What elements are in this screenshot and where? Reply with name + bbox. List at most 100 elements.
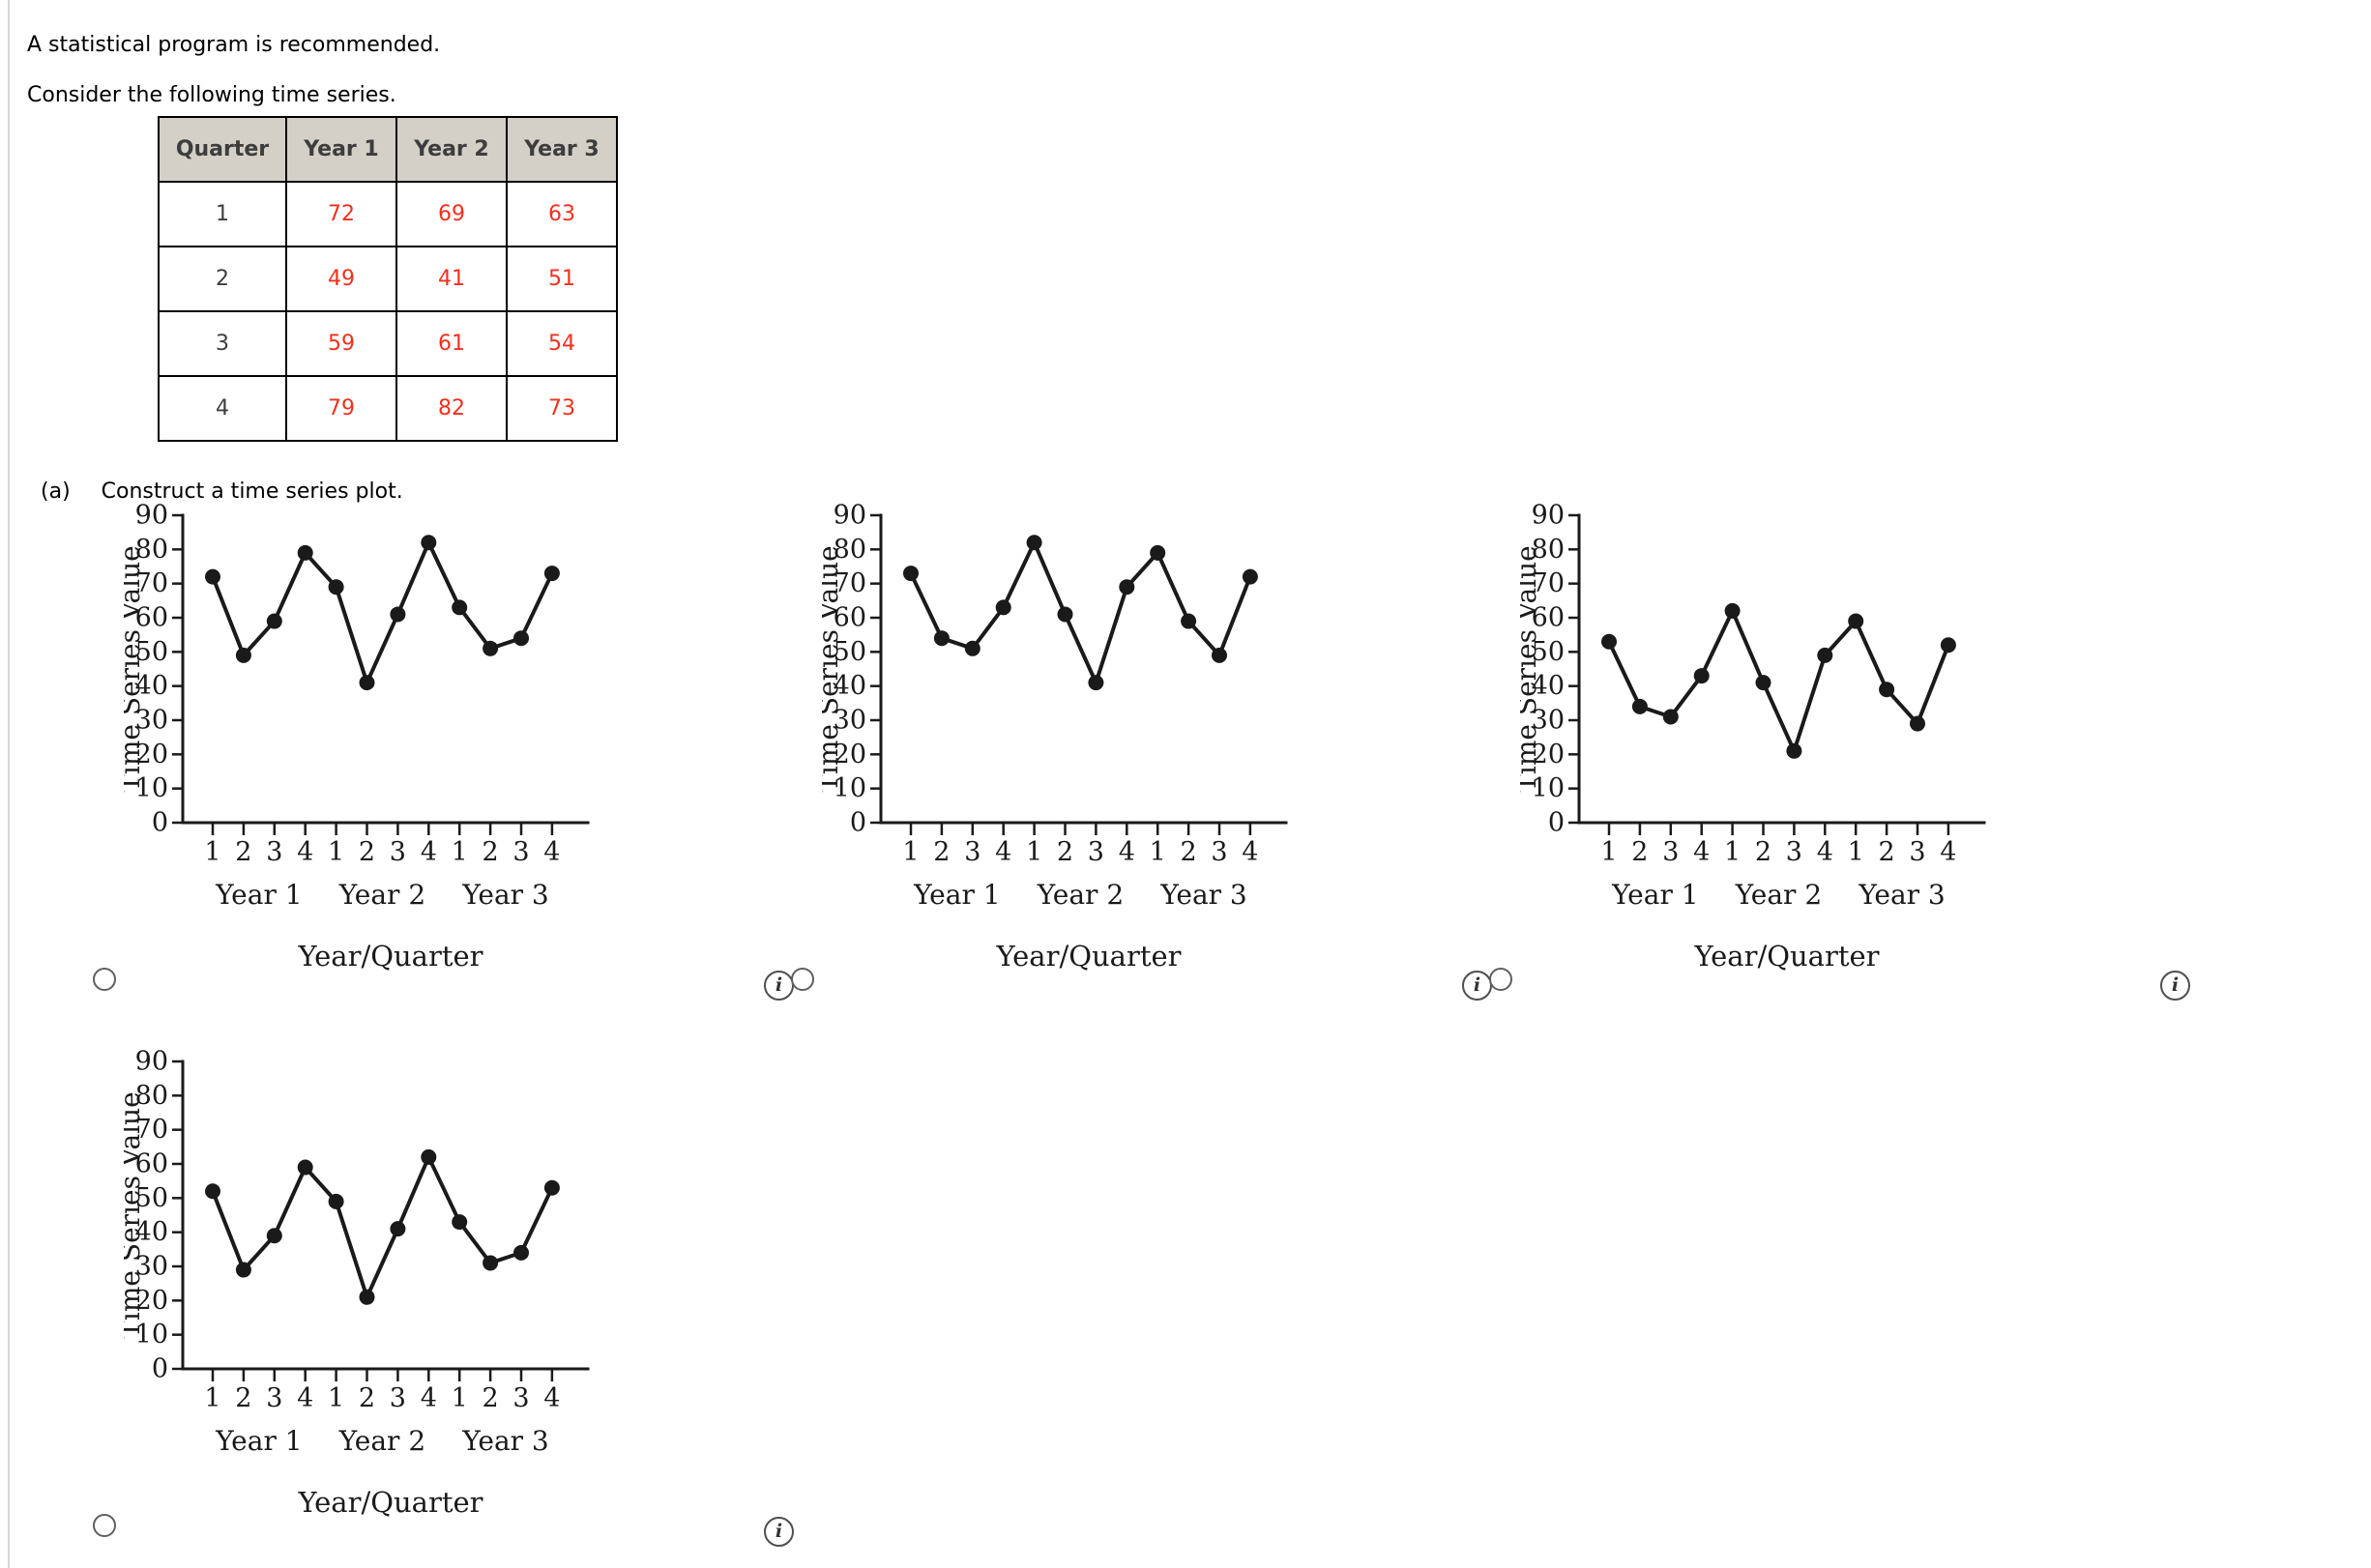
year-group-label: Year 2 xyxy=(338,879,425,911)
year-group-label: Year 3 xyxy=(1858,879,1945,911)
data-point xyxy=(205,568,220,585)
data-point xyxy=(1242,568,1258,585)
x-tick-label: 1 xyxy=(452,1383,468,1413)
data-point xyxy=(266,613,282,629)
x-tick-label: 2 xyxy=(483,1383,499,1413)
data-point xyxy=(297,544,313,561)
radio-option-4[interactable] xyxy=(93,1514,116,1537)
value-cell: 82 xyxy=(395,375,508,442)
data-point xyxy=(903,566,919,582)
y-tick-label: 20 xyxy=(135,1286,168,1316)
value-cell: 51 xyxy=(506,246,618,312)
year-group-label: Year 1 xyxy=(1611,879,1698,911)
x-tick-label: 2 xyxy=(235,1383,251,1413)
value-cell: 61 xyxy=(395,310,508,377)
x-tick-label: 1 xyxy=(1724,837,1741,867)
y-tick-label: 0 xyxy=(152,808,168,838)
value-cell: 59 xyxy=(285,310,397,377)
y-tick-label: 10 xyxy=(135,1320,168,1350)
data-point xyxy=(1724,602,1741,619)
y-tick-label: 60 xyxy=(135,1149,168,1179)
data-point xyxy=(513,1244,529,1261)
radio-option-1[interactable] xyxy=(93,968,116,991)
x-tick-label: 3 xyxy=(512,1383,529,1413)
x-tick-label: 1 xyxy=(204,1383,220,1413)
data-point xyxy=(1631,698,1648,714)
y-tick-label: 50 xyxy=(135,1183,168,1213)
year-group-label: Year 2 xyxy=(1037,879,1124,911)
answer-option-3: Time Series Value 0 10 20 30 40 50 60 70 80 90 1 2 3 4… xyxy=(1489,490,2190,1012)
data-point xyxy=(1848,613,1864,629)
table-header-row: Quarter Year 1 Year 2 Year 3 xyxy=(158,116,618,183)
x-tick-label: 2 xyxy=(1631,837,1648,867)
x-axis-title: Year/Quarter xyxy=(1694,940,1880,973)
data-point xyxy=(483,640,499,656)
value-cell: 41 xyxy=(395,246,508,312)
table-header-cell: Quarter xyxy=(158,116,287,183)
data-point xyxy=(235,1262,251,1278)
y-tick-label: 90 xyxy=(135,501,168,531)
value-cell: 72 xyxy=(285,181,397,247)
data-point xyxy=(1088,675,1104,691)
part-question: Construct a time series plot. xyxy=(101,479,403,504)
data-line xyxy=(1607,608,1950,753)
x-tick-label: 2 xyxy=(1755,837,1771,867)
radio-option-2[interactable] xyxy=(791,968,814,991)
x-tick-label: 1 xyxy=(204,837,220,867)
info-icon-3[interactable]: i xyxy=(2160,971,2190,1001)
table-header-cell: Year 2 xyxy=(395,116,508,183)
data-point xyxy=(297,1159,313,1176)
data-point xyxy=(933,630,950,647)
table-row: 4 79 82 73 xyxy=(158,375,618,442)
year-group-label: Year 2 xyxy=(338,1425,425,1457)
x-tick-label: 2 xyxy=(483,837,499,867)
x-tick-label: 3 xyxy=(512,837,529,867)
x-tick-label: 4 xyxy=(297,1383,313,1413)
y-tick-label: 30 xyxy=(834,706,866,736)
x-tick-label: 1 xyxy=(1600,837,1617,867)
data-point xyxy=(513,630,529,647)
x-tick-label: 2 xyxy=(1181,837,1197,867)
y-tick-label: 50 xyxy=(135,637,168,667)
x-tick-label: 2 xyxy=(1057,837,1073,867)
y-tick-label: 40 xyxy=(1532,671,1565,701)
year-group-label: Year 1 xyxy=(913,879,1000,911)
y-tick-label: 10 xyxy=(834,773,866,803)
data-point xyxy=(1910,715,1925,732)
y-tick-label: 70 xyxy=(1532,568,1565,598)
value-cell: 69 xyxy=(395,181,508,247)
panel-left-border xyxy=(8,0,10,1568)
y-tick-label: 80 xyxy=(135,535,168,565)
data-point xyxy=(328,1193,344,1209)
y-tick-label: 90 xyxy=(834,501,866,531)
y-tick-label: 10 xyxy=(135,773,168,803)
y-axis-title: Time Series Value xyxy=(822,545,844,793)
x-tick-label: 1 xyxy=(1150,837,1166,867)
radio-option-3[interactable] xyxy=(1489,968,1512,991)
x-tick-label: 4 xyxy=(543,1383,560,1413)
data-point xyxy=(421,535,437,551)
x-tick-label: 1 xyxy=(328,1383,344,1413)
x-tick-label: 4 xyxy=(421,1383,437,1413)
data-point xyxy=(1026,535,1042,551)
info-icon-1[interactable]: i xyxy=(764,971,794,1001)
data-point xyxy=(1940,637,1956,653)
table-row: 2 49 41 51 xyxy=(158,246,618,312)
data-point xyxy=(359,675,375,691)
x-tick-label: 4 xyxy=(297,837,313,867)
y-tick-label: 40 xyxy=(135,1217,168,1247)
x-tick-label: 4 xyxy=(543,837,560,867)
y-tick-label: 50 xyxy=(834,637,866,667)
info-icon-4[interactable]: i xyxy=(764,1517,794,1547)
info-icon-2[interactable]: i xyxy=(1462,971,1492,1001)
x-axis-title: Year/Quarter xyxy=(298,940,483,973)
x-tick-label: 3 xyxy=(266,837,282,867)
y-tick-label: 80 xyxy=(135,1081,168,1111)
x-tick-label: 4 xyxy=(1242,837,1258,867)
x-tick-label: 4 xyxy=(1940,837,1956,867)
quarter-cell: 3 xyxy=(158,310,287,377)
y-axis-title: Time Series Value xyxy=(124,1091,146,1339)
year-group-label: Year 3 xyxy=(461,879,548,911)
